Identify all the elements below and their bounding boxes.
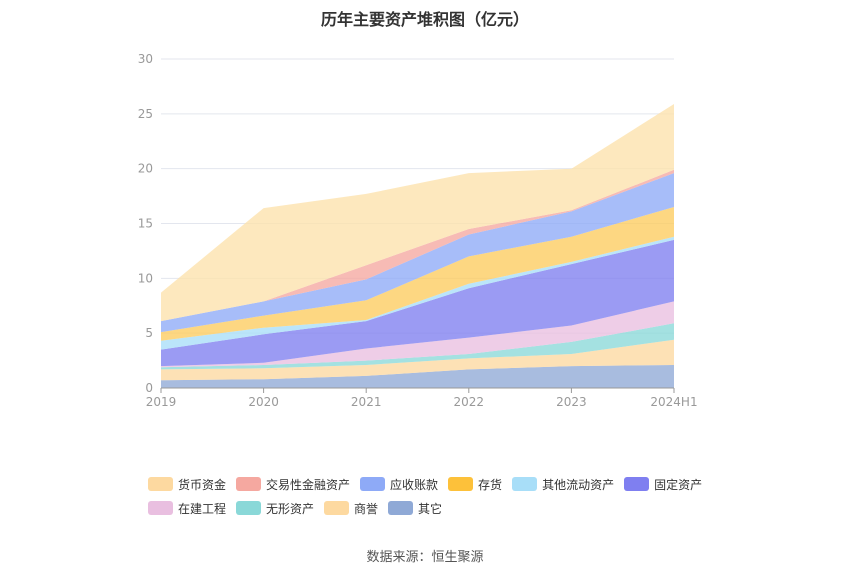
legend-label: 货币资金 <box>178 477 227 492</box>
area-series-9 <box>161 104 674 322</box>
legend-swatch <box>360 477 386 491</box>
chart-title: 历年主要资产堆积图（亿元） <box>320 10 529 29</box>
area-series-5 <box>161 236 674 350</box>
legend-label: 交易性金融资产 <box>266 477 351 492</box>
legend-swatch <box>324 501 350 515</box>
legend-item[interactable]: 交易性金融资产 <box>236 476 350 493</box>
legend-swatch <box>148 501 173 515</box>
legend-item[interactable]: 货币资金 <box>148 476 226 493</box>
legend-label: 存货 <box>478 477 503 492</box>
y-tick-label: 25 <box>138 107 153 121</box>
legend-swatch <box>448 477 474 491</box>
legend-swatch <box>236 477 262 491</box>
legend-label: 应收账款 <box>390 477 439 492</box>
y-tick-label: 20 <box>138 162 153 176</box>
legend-swatch <box>388 501 414 515</box>
legend-swatch <box>236 501 262 515</box>
legend-row-2: 在建工程 无形资产 商誉 其它 <box>148 496 748 520</box>
y-tick-label: 5 <box>145 326 153 340</box>
legend-label: 无形资产 <box>266 501 315 516</box>
x-tick-label: 2024H1 <box>650 395 697 409</box>
stacked-area-chart: 0 5 10 15 20 25 30 2019 2020 2021 2022 2023 2024H1 <box>138 52 698 409</box>
x-tick-label: 2023 <box>556 395 587 409</box>
legend-item[interactable]: 存货 <box>448 476 502 493</box>
legend-label: 商誉 <box>354 501 379 516</box>
legend-item[interactable]: 在建工程 <box>148 500 226 517</box>
legend-swatch <box>624 477 650 491</box>
x-tick-label: 2020 <box>248 395 279 409</box>
legend-item[interactable]: 其他流动资产 <box>512 476 614 493</box>
legend-swatch <box>512 477 538 491</box>
y-tick-label: 0 <box>145 381 153 395</box>
y-tick-label: 30 <box>138 52 153 66</box>
legend-item[interactable]: 固定资产 <box>624 476 702 493</box>
legend-item[interactable]: 商誉 <box>324 500 378 517</box>
data-source-label: 数据来源：恒生聚源 <box>366 550 484 565</box>
x-tick-label: 2021 <box>351 395 382 409</box>
area-series-2 <box>161 323 674 370</box>
area-series-6 <box>161 207 674 341</box>
legend-label: 固定资产 <box>654 477 703 492</box>
legend-label: 在建工程 <box>178 501 227 516</box>
x-tick-label: 2019 <box>146 395 177 409</box>
legend-item[interactable]: 应收账款 <box>360 476 438 493</box>
legend-row-1: 货币资金 交易性金融资产 应收账款 存货 其他流动资产 固定资产 <box>148 472 748 496</box>
legend-label: 其它 <box>418 501 443 516</box>
area-series-0 <box>161 365 674 388</box>
legend-label: 其他流动资产 <box>542 477 615 492</box>
legend-item[interactable]: 无形资产 <box>236 500 314 517</box>
y-tick-label: 10 <box>138 271 153 285</box>
area-series-4 <box>161 239 674 367</box>
legend-item[interactable]: 其它 <box>388 500 442 517</box>
legend-swatch <box>148 477 173 491</box>
area-series-7 <box>161 173 674 333</box>
x-tick-label: 2022 <box>454 395 485 409</box>
y-tick-label: 15 <box>138 217 153 231</box>
area-series-3 <box>161 301 674 368</box>
chart-legend: 货币资金 交易性金融资产 应收账款 存货 其他流动资产 固定资产 在建工程 无形资产 商誉 其它 <box>148 472 748 520</box>
area-series-1 <box>161 339 674 381</box>
